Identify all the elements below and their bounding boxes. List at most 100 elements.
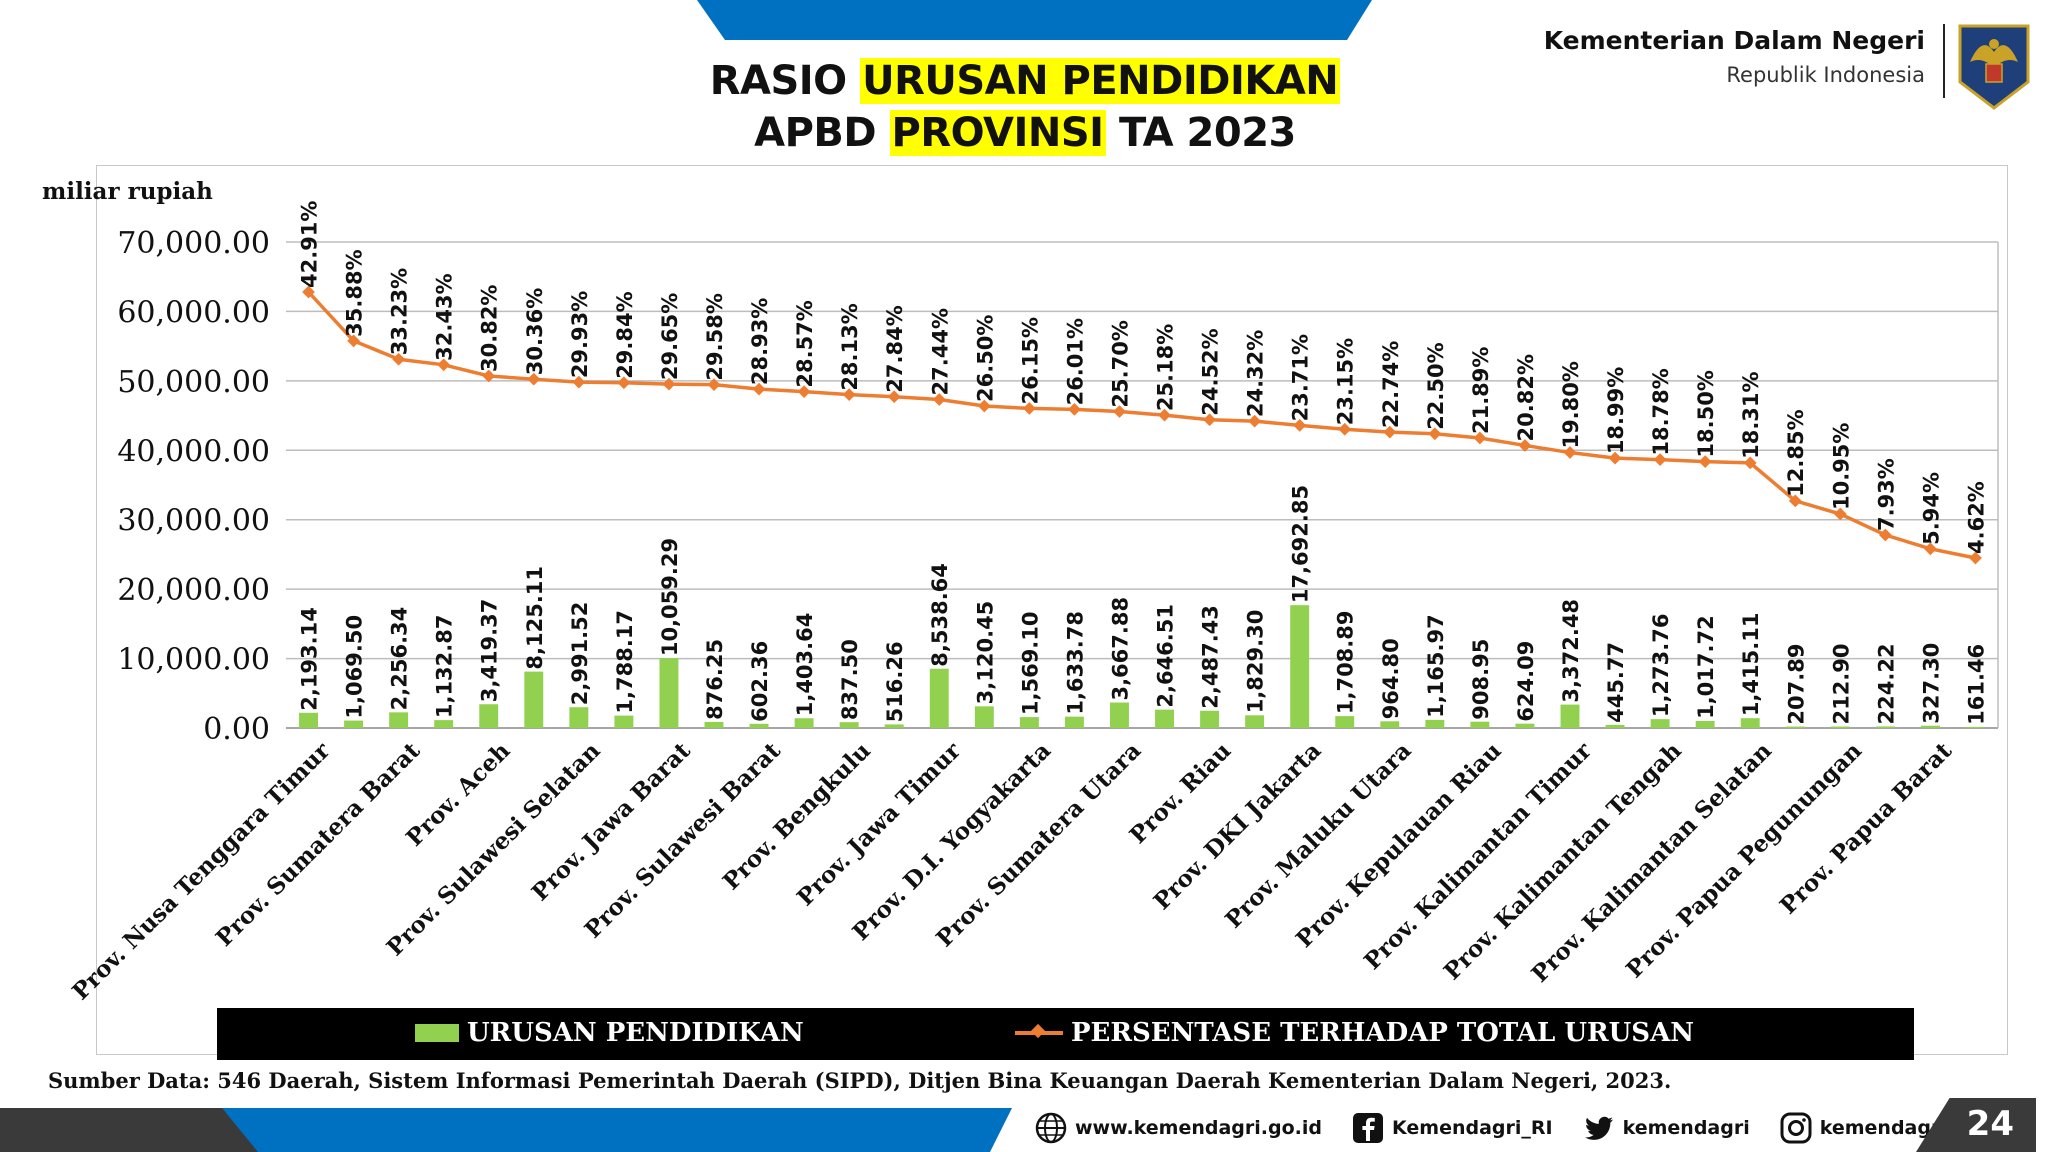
ministry-subtitle: Republik Indonesia <box>1726 63 1925 87</box>
bar <box>1515 723 1535 728</box>
bar <box>1110 702 1129 728</box>
x-category-label: Prov. Jawa Barat <box>526 737 695 906</box>
bar <box>1335 716 1355 728</box>
title-line2-highlight: PROVINSI <box>889 110 1106 156</box>
bar-value-label: 1,569.10 <box>1018 611 1042 715</box>
bar-value-label: 2,646.51 <box>1154 604 1178 708</box>
footer-link-instagram[interactable]: kemendagri <box>1780 1112 1947 1144</box>
bar <box>1200 710 1220 728</box>
bar-value-label: 837.50 <box>838 639 862 720</box>
bar-value-label: 1,165.97 <box>1424 614 1448 718</box>
facebook-icon <box>1353 1113 1383 1143</box>
unit-label: miliar rupiah <box>42 178 213 205</box>
line-value-label: 30.36% <box>523 288 547 375</box>
bar-value-label: 876.25 <box>703 639 727 720</box>
line-point <box>347 334 360 348</box>
line-value-label: 23.15% <box>1334 338 1358 425</box>
bar <box>794 718 814 728</box>
y-tick-label: 50,000.00 <box>117 365 270 400</box>
legend-bar-label: URUSAN PENDIDIKAN <box>467 1018 804 1048</box>
legend-line-label: PERSENTASE TERHADAP TOTAL URUSAN <box>1071 1018 1695 1048</box>
footer-links: www.kemendagri.go.id Kemendagri_RI kemen… <box>1035 1110 1977 1146</box>
y-tick-label: 30,000.00 <box>117 504 270 539</box>
bar-value-label: 2,487.43 <box>1199 605 1223 709</box>
footer-band <box>0 1108 1012 1152</box>
line-value-label: 18.78% <box>1649 368 1673 455</box>
line-value-label: 26.01% <box>1063 318 1087 405</box>
bar-value-label: 224.22 <box>1874 643 1898 724</box>
title-line2-year: TA 2023 <box>1105 110 1296 156</box>
globe-icon <box>1035 1112 1067 1144</box>
bar <box>659 658 679 728</box>
bar <box>614 715 634 728</box>
page-number: 24 <box>1966 1104 2014 1144</box>
footer-link-facebook[interactable]: Kemendagri_RI <box>1352 1112 1553 1144</box>
bar-value-label: 516.26 <box>883 641 907 722</box>
garuda-emblem-icon <box>1958 24 2030 110</box>
footer-link-website-label: www.kemendagri.go.id <box>1075 1117 1322 1139</box>
bar <box>1560 704 1580 728</box>
line-value-label: 29.93% <box>568 291 592 378</box>
y-tick-label: 40,000.00 <box>117 434 270 469</box>
line-value-label: 28.13% <box>838 303 862 390</box>
x-category-label: Prov. Jawa Timur <box>792 737 967 912</box>
instagram-icon <box>1780 1112 1812 1144</box>
bar <box>1875 726 1895 728</box>
x-category-label: Prov. DKI Jakarta <box>1148 737 1326 915</box>
bar <box>524 671 544 728</box>
bar-value-label: 8,125.11 <box>523 566 547 670</box>
bar-value-label: 207.89 <box>1784 644 1808 725</box>
bar-value-label: 212.90 <box>1829 643 1853 724</box>
bar <box>434 720 454 728</box>
bar-value-label: 2,193.14 <box>298 607 322 711</box>
title-line1-plain: RASIO <box>709 58 861 104</box>
line-value-label: 29.58% <box>703 293 727 380</box>
bar <box>839 722 859 728</box>
bar-value-label: 964.80 <box>1379 638 1403 719</box>
ministry-block: Kementerian Dalam Negeri Republik Indone… <box>1544 26 1925 87</box>
bar-value-label: 1,415.11 <box>1739 613 1763 717</box>
bar <box>1245 715 1265 728</box>
bar-value-label: 3,667.88 <box>1108 597 1132 701</box>
title-line2-plain: APBD <box>754 110 890 156</box>
y-tick-label: 20,000.00 <box>117 573 270 608</box>
bar-value-label: 2,991.52 <box>568 602 592 706</box>
line-value-label: 4.62% <box>1964 481 1988 554</box>
bar-value-label: 10,059.29 <box>658 538 682 656</box>
line-value-label: 19.80% <box>1559 361 1583 448</box>
line-value-label: 26.50% <box>973 315 997 402</box>
bar-value-label: 1,633.78 <box>1063 611 1087 715</box>
bar-value-label: 1,403.64 <box>793 613 817 717</box>
line-point <box>302 285 315 299</box>
bar-value-label: 1,829.30 <box>1244 610 1268 714</box>
bar-value-label: 2,256.34 <box>388 607 412 711</box>
bar-value-label: 1,708.89 <box>1334 610 1358 714</box>
bar <box>929 668 949 728</box>
bar-value-label: 327.30 <box>1919 643 1943 724</box>
bar-value-label: 1,273.76 <box>1649 614 1673 718</box>
x-category-label: Prov. Papua Barat <box>1775 737 1958 920</box>
bar <box>704 721 724 728</box>
bar-value-label: 1,132.87 <box>433 614 457 718</box>
bar-value-label: 445.77 <box>1604 642 1628 723</box>
bar <box>1650 719 1670 728</box>
bar-value-label: 17,692.85 <box>1289 485 1313 603</box>
bar <box>1740 718 1760 728</box>
bar <box>974 706 994 728</box>
line-value-label: 42.91% <box>298 201 322 288</box>
line-series <box>307 290 1976 560</box>
x-category-label: Prov. Maluku Utara <box>1220 737 1417 934</box>
source-note: Sumber Data: 546 Daerah, Sistem Informas… <box>48 1068 1672 1093</box>
footer-link-twitter[interactable]: kemendagri <box>1583 1112 1750 1144</box>
line-point <box>437 358 451 372</box>
bar-value-label: 1,788.17 <box>613 610 637 714</box>
page-title: RASIO URUSAN PENDIDIKAN APBD PROVINSI TA… <box>570 55 1480 159</box>
footer-link-website[interactable]: www.kemendagri.go.id <box>1035 1112 1322 1144</box>
bar <box>1830 726 1850 728</box>
bar <box>299 712 318 728</box>
line-value-label: 27.44% <box>928 308 952 395</box>
legend-item-bars: URUSAN PENDIDIKAN <box>415 1018 804 1048</box>
bar-value-label: 908.95 <box>1469 639 1493 720</box>
bar <box>1966 726 1985 728</box>
